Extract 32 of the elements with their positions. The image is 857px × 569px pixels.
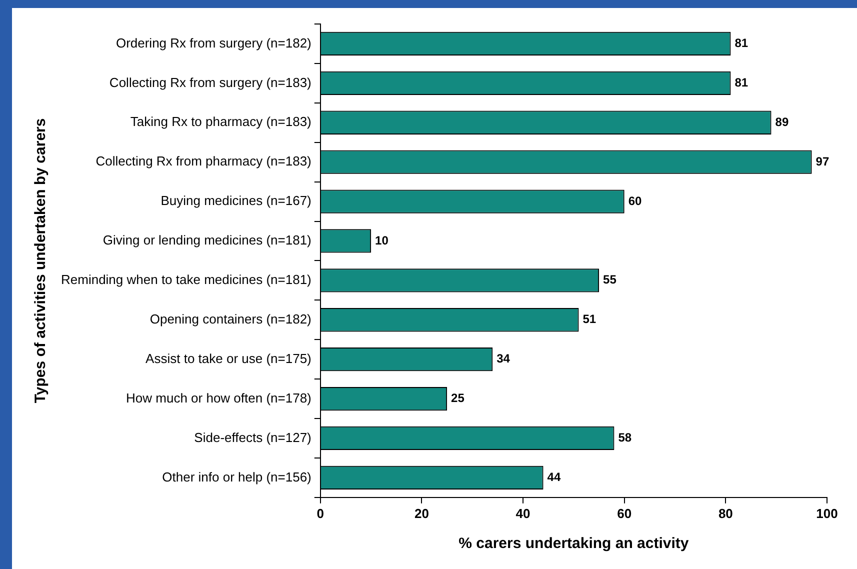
data-label: 81 — [734, 75, 748, 90]
y-tick-label: Collecting Rx from pharmacy (n=183) — [96, 154, 312, 169]
y-tick-label: Other info or help (n=156) — [162, 469, 312, 484]
y-tick-label: Taking Rx to pharmacy (n=183) — [130, 114, 312, 130]
x-tick-label: 80 — [718, 506, 733, 521]
data-label: 34 — [496, 352, 510, 366]
data-label: 51 — [582, 312, 596, 326]
y-tick-label: Reminding when to take medicines (n=181) — [61, 272, 312, 288]
data-label: 81 — [734, 36, 748, 50]
data-label: 44 — [547, 470, 561, 484]
data-label: 10 — [375, 233, 389, 248]
data-label: 89 — [775, 114, 789, 129]
y-tick-label: Buying medicines (n=167) — [160, 193, 312, 208]
x-tick-label: 60 — [617, 506, 632, 521]
data-label: 97 — [816, 154, 830, 168]
x-tick-label: 0 — [316, 506, 324, 521]
data-label: 58 — [618, 430, 632, 445]
y-tick-label: Opening containers (n=182) — [150, 311, 312, 326]
data-label: 25 — [451, 391, 465, 406]
x-tick-label: 100 — [816, 506, 838, 521]
x-tick-label: 20 — [414, 506, 429, 521]
y-tick-label: Giving or lending medicines (n=181) — [102, 232, 312, 248]
x-tick-label: 40 — [516, 506, 530, 521]
y-tick-label: Assist to take or use (n=175) — [146, 350, 312, 366]
data-label: 55 — [603, 272, 617, 287]
x-axis-title: % carers undertaking an activity — [458, 535, 690, 552]
y-tick-label: Ordering Rx from surgery (n=182) — [116, 35, 312, 50]
y-tick-label: How much or how often (n=178) — [126, 390, 312, 406]
y-axis-title: Types of activities undertaken by carers — [32, 118, 50, 404]
y-tick-label: Side-effects (n=127) — [194, 430, 312, 445]
y-tick-label: Collecting Rx from surgery (n=183) — [109, 74, 312, 90]
data-label: 60 — [628, 194, 642, 208]
